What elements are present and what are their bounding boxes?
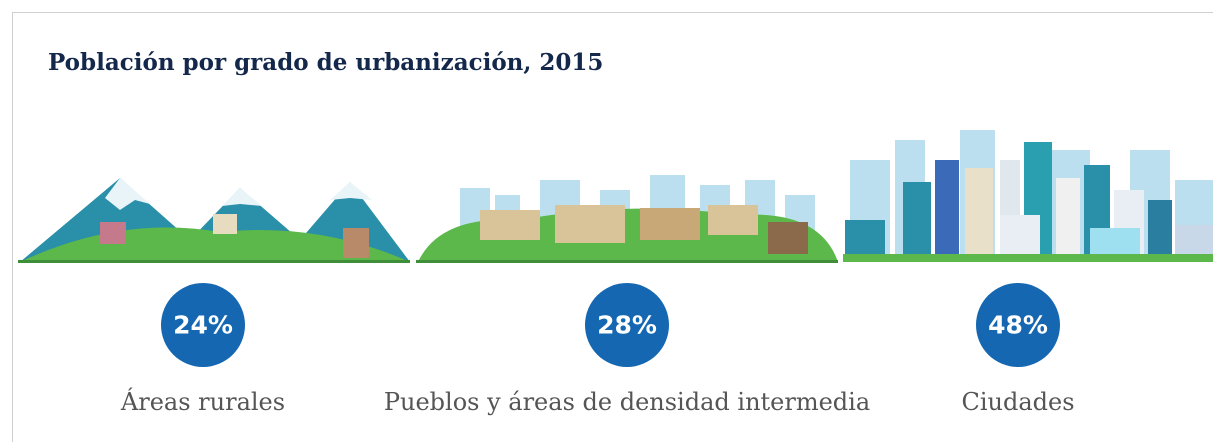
- city-illustration: [843, 130, 1213, 262]
- percent-label: 28%: [597, 311, 657, 340]
- town-illustration: [416, 175, 838, 263]
- category-label: Áreas rurales: [120, 387, 285, 416]
- percent-badge: [976, 283, 1060, 367]
- category-label: Pueblos y áreas de densidad intermedia: [384, 388, 870, 416]
- rural-illustration: [18, 178, 410, 263]
- percent-label: 48%: [988, 311, 1048, 340]
- chart-title: Población por grado de urbanización, 201…: [48, 49, 603, 76]
- percent-badge: [161, 283, 245, 367]
- category-label: Ciudades: [961, 388, 1074, 416]
- percent-label: 24%: [173, 311, 233, 340]
- percent-badge: [585, 283, 669, 367]
